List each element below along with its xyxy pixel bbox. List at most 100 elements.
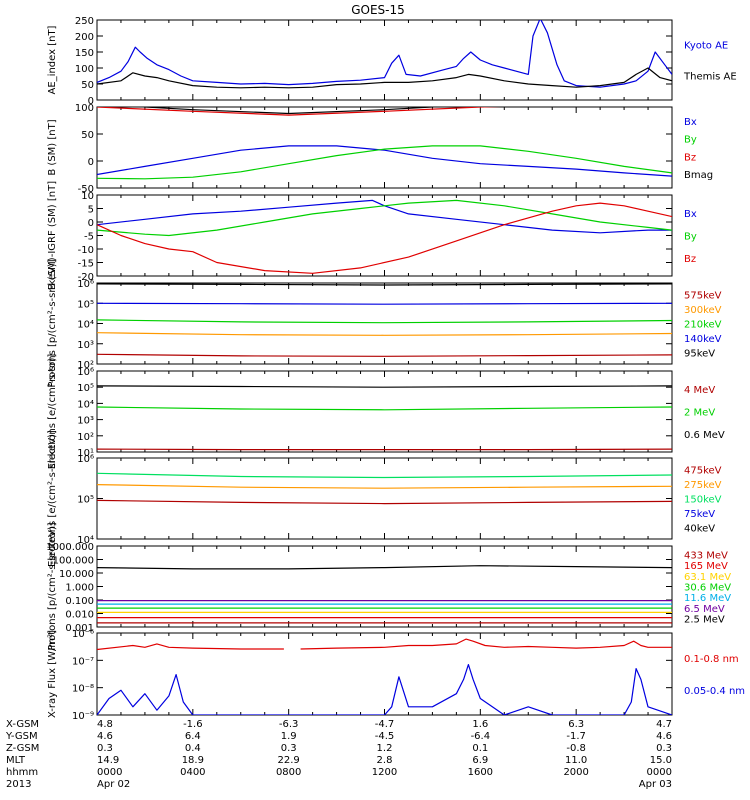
footer-value: -4.5: [375, 731, 395, 742]
series-line: [97, 283, 672, 286]
series-line: [97, 302, 672, 305]
y-tick-label: 10⁴: [77, 535, 94, 546]
footer-value: 4.8: [97, 719, 113, 730]
panel-7: 1000.000 100.000 10.000 1.000 0.100 0.010 0.00…: [46, 522, 731, 650]
footer-value: 0.3: [97, 743, 113, 754]
legend-entry: 63.1 MeV: [684, 572, 731, 583]
footer-value: 6.9: [472, 755, 488, 766]
legend-entry: 150keV: [684, 495, 722, 506]
y-tick-label: 0.001: [65, 623, 94, 634]
y-tick-label: -15: [78, 259, 94, 270]
plot-title: GOES-15: [351, 3, 405, 17]
series-group: [97, 638, 672, 715]
series-line: [97, 484, 672, 489]
legend-entry: 75keV: [684, 509, 715, 520]
y-tick-label: 10.000: [59, 569, 94, 580]
legend-entry: 30.6 MeV: [684, 583, 731, 594]
legend-entry: Bx: [684, 117, 697, 128]
footer-value: 15.0: [650, 755, 672, 766]
legend-entry: 0.1-0.8 nm: [684, 654, 739, 665]
y-tick-label: 10³: [77, 340, 94, 351]
series-line: [134, 107, 444, 115]
series-line: [300, 638, 672, 650]
series-line: [97, 145, 672, 177]
y-tick-label: 0.010: [65, 610, 94, 621]
y-axis-label: X-ray Flux [W/m²]: [47, 630, 58, 718]
legend-entry: 475keV: [684, 466, 722, 477]
footer-value: 2.8: [377, 755, 393, 766]
legend-entry: Kyoto AE: [684, 41, 728, 52]
footer-value: 2000: [563, 767, 588, 778]
y-tick-label: 10⁶: [77, 454, 94, 465]
panel-4: 10⁶ 10⁵ 10⁴ 10³ 10² Protons [p/(cm²-s-sr-keV)…: [47, 259, 722, 387]
legend-entry: Bz: [684, 254, 696, 265]
y-tick-label: 10⁻⁷: [72, 656, 94, 667]
footer-row-label: Z-GSM: [6, 743, 39, 754]
y-tick-label: 1.000: [65, 583, 94, 594]
y-tick-label: 10⁶: [77, 279, 94, 290]
footer-value: 0.1: [472, 743, 488, 754]
y-tick-label: 1000.000: [46, 542, 94, 553]
legend-entry: Themis AE: [683, 71, 737, 82]
panel-2: 100 50 0 -50 B (SM) [nT] Bx By Bz Bmag: [47, 103, 713, 195]
footer-value: 0400: [180, 767, 205, 778]
footer-value: -0.8: [566, 743, 586, 754]
legend-entry: 140keV: [684, 334, 722, 345]
legend-entry: 300keV: [684, 305, 722, 316]
series-line: [97, 319, 672, 324]
y-tick-label: -20: [78, 272, 94, 283]
panel-3: 10 5 0 -5 -10 -15 -20 B (SM)-IGRF (SM) [nT] Bx By…: [47, 181, 697, 290]
series-line: [97, 67, 672, 89]
series-group: [97, 20, 672, 89]
y-tick-label: 100: [75, 103, 94, 114]
footer-value: 0.3: [656, 743, 672, 754]
y-tick-label: 10²: [77, 360, 94, 371]
series-line: [97, 385, 672, 388]
y-tick-label: 0: [88, 157, 94, 168]
footer-value: 1.9: [281, 731, 297, 742]
series-line: [97, 565, 672, 570]
footer-row-label: Y-GSM: [5, 731, 38, 742]
panel-frame: [96, 19, 673, 101]
legend-entry: Bz: [684, 152, 696, 163]
series-line: [97, 107, 502, 116]
footer-value: 11.0: [565, 755, 587, 766]
series-line: [97, 406, 672, 411]
y-axis-label: B (SM)-IGRF (SM) [nT]: [47, 181, 58, 290]
legend-entry: 40keV: [684, 523, 715, 534]
series-group: [97, 283, 672, 357]
footer-row-label: 2013: [6, 779, 31, 790]
y-tick-label: 250: [75, 16, 94, 27]
legend-entry: 0.05-0.4 nm: [684, 686, 745, 697]
legend-entry: 11.6 MeV: [684, 593, 731, 604]
panel-frame: [96, 106, 673, 189]
footer-value: 6.3: [568, 719, 584, 730]
footer-value: Apr 02: [97, 779, 130, 790]
series-line: [97, 202, 672, 274]
footer-value: -1.6: [183, 719, 203, 730]
footer-row-label: hhmm: [6, 767, 38, 778]
y-axis-label: Protons [p/(cm²-s-sr-keV)]: [47, 259, 58, 387]
panel-frame: [96, 370, 673, 453]
y-tick-label: 10²: [77, 432, 94, 443]
footer-ephemeris: X-GSM 4.8 -1.6 -6.3 -4.7 1.6 6.3 4.7 Y-GSM 4.6 6.4…: [5, 719, 672, 790]
footer-value: 4.6: [656, 731, 672, 742]
footer-row-label: MLT: [6, 755, 26, 766]
y-tick-label: 50: [81, 80, 94, 91]
series-group: [97, 472, 672, 505]
series-line: [97, 663, 672, 715]
y-axis-label: Protons [p/(cm²-s-sr-keV)]: [47, 522, 58, 650]
legend-entry: By: [684, 135, 697, 146]
panel-frame: [96, 282, 673, 365]
legend-entry: 2 MeV: [684, 408, 715, 419]
y-tick-label: -50: [78, 184, 94, 195]
panel-5: 10⁶ 10⁵ 10⁴ 10³ 10² 10¹ Electrons [e/(cm²-s-sr…: [47, 354, 725, 470]
footer-value: 6.4: [185, 731, 201, 742]
y-tick-label: 10: [81, 191, 94, 202]
series-group: [97, 565, 672, 624]
footer-value: 1200: [372, 767, 397, 778]
y-tick-label: 10⁴: [77, 320, 94, 331]
legend-entry: 6.5 MeV: [684, 604, 725, 615]
